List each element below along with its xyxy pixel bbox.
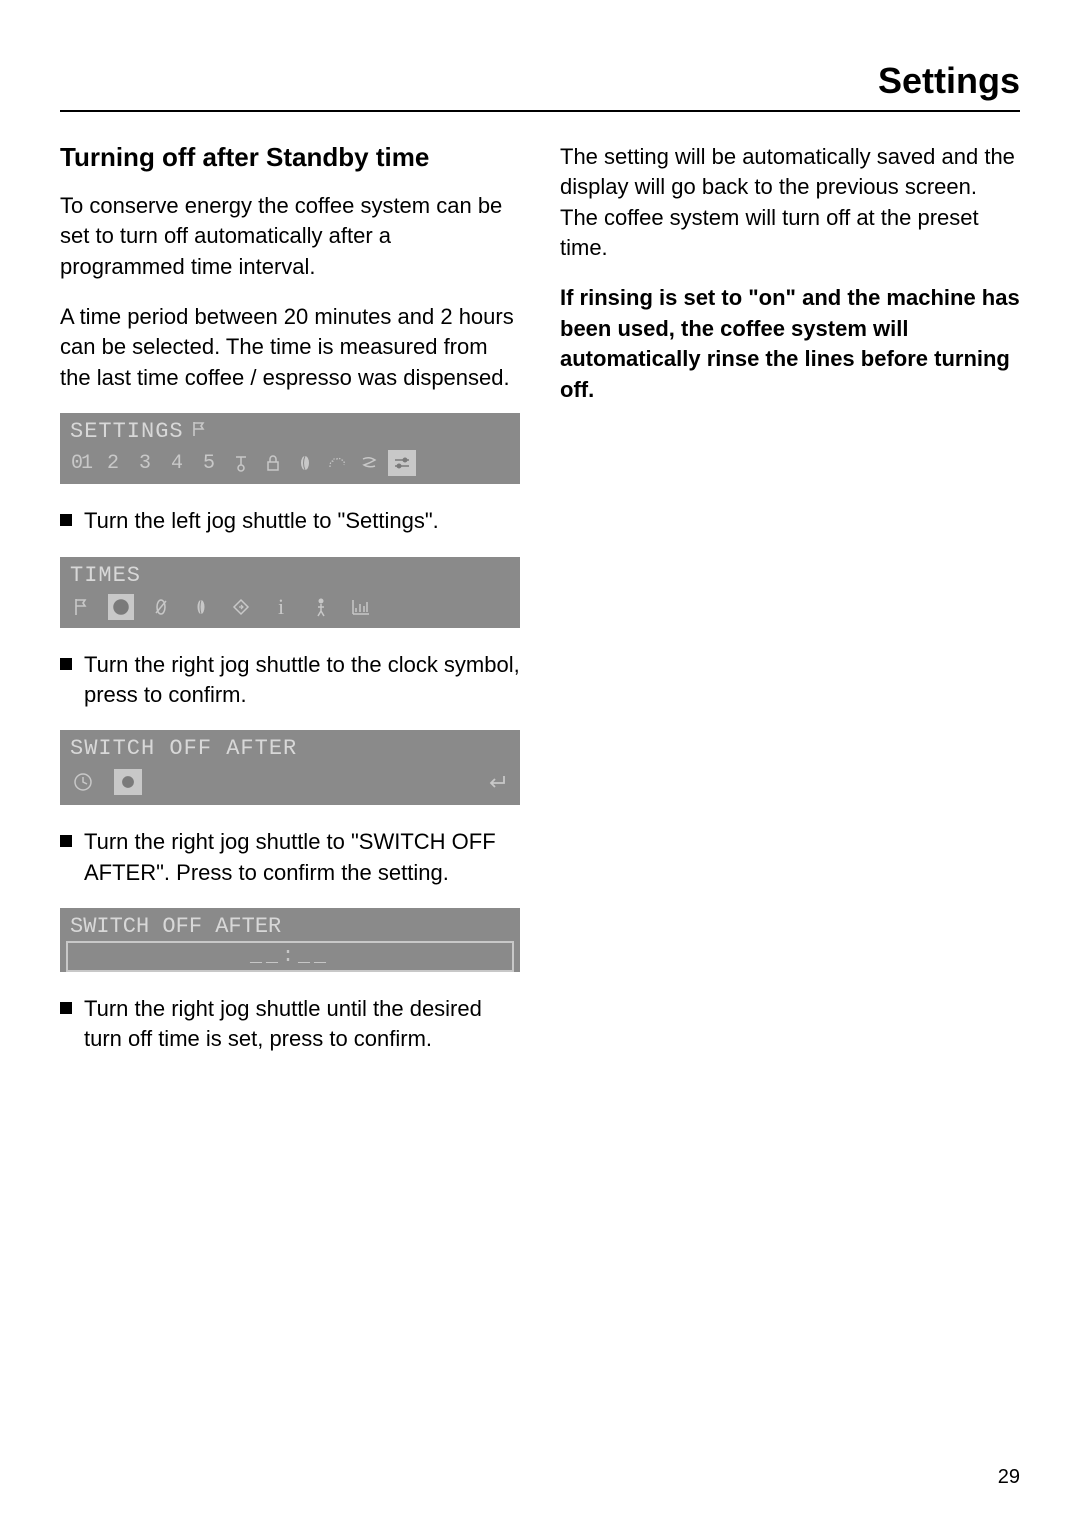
- lcd-switchoff-title-text: SWITCH OFF AFTER: [70, 736, 297, 761]
- lcd-switchoff-time-title: SWITCH OFF AFTER: [60, 908, 520, 941]
- lcd-settings: SETTINGS 01 2 3 4 5: [60, 413, 520, 484]
- left-column: Turning off after Standby time To conser…: [60, 142, 520, 1075]
- lcd-time-value: __:__: [66, 941, 514, 972]
- lcd-switchoff-icons: SWITCH OFF AFTER: [60, 730, 520, 805]
- info-i-icon: i: [268, 594, 294, 620]
- lcd-times-icons: i: [60, 590, 520, 628]
- lcd-switchoff-row: [60, 763, 520, 805]
- page-title: Settings: [60, 60, 1020, 102]
- right-column: The setting will be automatically saved …: [560, 142, 1020, 1075]
- circle-selected-icon: [114, 769, 142, 795]
- padlock-icon: [260, 450, 286, 476]
- enter-arrow-icon: [484, 769, 510, 795]
- info-person-icon: [308, 594, 334, 620]
- steam-icon: [324, 450, 350, 476]
- step-1-text: Turn the left jog shuttle to "Settings".: [84, 506, 439, 536]
- step-3-text: Turn the right jog shuttle to "SWITCH OF…: [84, 827, 520, 888]
- water-chart-icon: [348, 594, 374, 620]
- lcd-times: TIMES i: [60, 557, 520, 628]
- sliders-icon: [388, 450, 416, 476]
- lcd-settings-title-row: SETTINGS: [60, 413, 520, 446]
- swirl-icon: [356, 450, 382, 476]
- right-para-1: The setting will be automatically saved …: [560, 142, 1020, 263]
- step-4: Turn the right jog shuttle until the des…: [60, 994, 520, 1055]
- step-3: Turn the right jog shuttle to "SWITCH OF…: [60, 827, 520, 888]
- bullet-marker: [60, 514, 72, 526]
- step-1: Turn the left jog shuttle to "Settings".: [60, 506, 520, 536]
- step-4-text: Turn the right jog shuttle until the des…: [84, 994, 520, 1055]
- temperature-icon: [228, 450, 254, 476]
- section-heading: Turning off after Standby time: [60, 142, 520, 173]
- flag-icon: [68, 594, 94, 620]
- coffee-count-3: 3: [132, 450, 158, 476]
- bean-slash-icon: [148, 594, 174, 620]
- intro-para-2: A time period between 20 minutes and 2 h…: [60, 302, 520, 393]
- intro-para-1: To conserve energy the coffee system can…: [60, 191, 520, 282]
- lcd-switchoff-time: SWITCH OFF AFTER __:__: [60, 908, 520, 972]
- lcd-times-title-row: TIMES: [60, 557, 520, 590]
- lcd-switchoff-left-icons: [70, 769, 142, 795]
- right-para-2-bold: If rinsing is set to "on" and the machin…: [560, 283, 1020, 404]
- coffee-count-01: 01: [68, 450, 94, 476]
- step-2: Turn the right jog shuttle to the clock …: [60, 650, 520, 711]
- bean-small-icon: [188, 594, 214, 620]
- step-2-text: Turn the right jog shuttle to the clock …: [84, 650, 520, 711]
- flag-icon: [192, 419, 206, 444]
- content-columns: Turning off after Standby time To conser…: [60, 142, 1020, 1075]
- lcd-switchoff-title: SWITCH OFF AFTER: [60, 730, 520, 763]
- bean-icon: [292, 450, 318, 476]
- coffee-count-5: 5: [196, 450, 222, 476]
- diamond-arrow-icon: [228, 594, 254, 620]
- lcd-switchoff-time-title-text: SWITCH OFF AFTER: [70, 914, 281, 939]
- coffee-count-4: 4: [164, 450, 190, 476]
- bullet-marker: [60, 835, 72, 847]
- bullet-marker: [60, 1002, 72, 1014]
- lcd-settings-icons: 01 2 3 4 5: [60, 446, 520, 484]
- page-header: Settings: [60, 60, 1020, 112]
- clock-outline-icon: [70, 769, 96, 795]
- lcd-times-title: TIMES: [70, 563, 141, 588]
- bullet-marker: [60, 658, 72, 670]
- coffee-count-2: 2: [100, 450, 126, 476]
- lcd-settings-title: SETTINGS: [70, 419, 184, 444]
- clock-icon: [108, 594, 134, 620]
- page-number: 29: [998, 1466, 1020, 1489]
